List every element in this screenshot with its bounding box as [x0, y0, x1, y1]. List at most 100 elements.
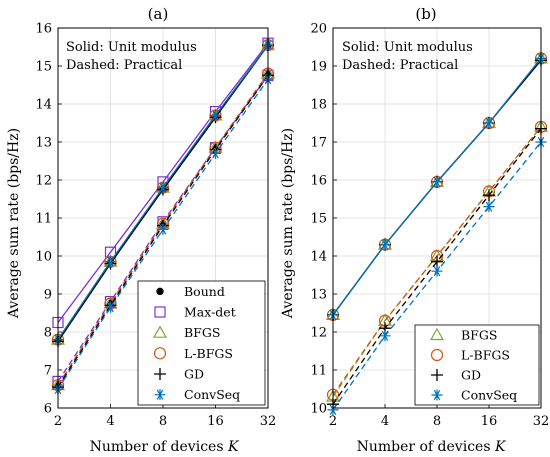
panel-b-x-tick-label: 32	[533, 414, 550, 429]
panel-a-x-tick-label: 2	[54, 414, 62, 429]
legend-label: ConvSeq	[461, 388, 517, 403]
panel-a-y-axis-label: Average sum rate (bps/Hz)	[6, 128, 22, 319]
panel-a-legend-entry: Max-det	[154, 305, 236, 320]
series-line	[332, 128, 542, 405]
panel-a-legend-entry: GD	[154, 367, 204, 382]
panel-a-legend-entry: L-BFGS	[153, 346, 233, 361]
legend-label: GD	[461, 368, 481, 383]
panel-a-legend-entry: Bound	[156, 284, 225, 299]
panel-b-y-axis-label: Average sum rate (bps/Hz)	[280, 128, 296, 319]
panel-a-y-tick-label: 12	[35, 174, 52, 189]
legend-label: L-BFGS	[184, 346, 233, 361]
panel-a-x-tick-label: 32	[260, 414, 277, 429]
series-point-asterisk	[483, 201, 495, 213]
panel-b-y-tick-label: 13	[310, 288, 327, 303]
panel-b-y-tick-label: 10	[310, 402, 327, 417]
legend-label: Bound	[184, 284, 225, 299]
panel-b-legend-entry: BFGS	[429, 327, 497, 343]
series-point-asterisk	[327, 404, 339, 416]
series-point-asterisk	[379, 239, 391, 251]
panel-b-x-axis-label-text: Number of devices	[357, 439, 495, 455]
panel-a-legend-box	[137, 280, 266, 406]
panel-b-annotation-solid: Solid: Unit modulus	[342, 40, 473, 55]
panel-b-y-tick-label: 16	[310, 174, 327, 189]
panel-a-y-tick-label: 16	[35, 22, 52, 37]
legend-label: BFGS	[461, 328, 497, 343]
legend-marker-asterisk	[154, 389, 166, 401]
panel-a-y-tick-label: 9	[44, 288, 52, 303]
panel-a: (a) 2 4 8 16 32 6 7 8 9 10 11 12 13 14 15 16 Number of …	[6, 5, 276, 455]
panel-b-y-tick-label: 11	[310, 364, 327, 379]
series-point-asterisk	[483, 117, 495, 129]
series-point-asterisk	[431, 265, 443, 277]
series-point-asterisk	[105, 301, 116, 313]
panel-a-title: (a)	[148, 5, 169, 23]
series-point-asterisk	[431, 176, 443, 188]
legend-marker-triangle	[152, 325, 168, 338]
panel-b-y-tick-label: 12	[310, 326, 327, 341]
series-point-asterisk	[210, 147, 221, 159]
panel-a-x-tick-label: 16	[207, 414, 224, 429]
panel-a-plot-area	[50, 37, 276, 395]
series-point-asterisk	[379, 330, 391, 342]
panel-b-x-tick-label: 8	[433, 414, 441, 429]
series-point-asterisk	[105, 256, 116, 268]
panel-a-legend: Bound Max-det BFGS L-BFGS GD ConvSeq	[137, 280, 266, 406]
legend-marker-plus	[431, 369, 443, 381]
panel-a-y-tick-label: 13	[35, 136, 52, 151]
panel-b-y-tick-label: 15	[310, 212, 327, 227]
panel-b-legend: BFGS L-BFGS GD ConvSeq	[414, 324, 540, 406]
legend-marker-triangle	[429, 327, 445, 341]
panel-a-y-tick-label: 11	[35, 212, 52, 227]
legend-label: ConvSeq	[184, 387, 240, 402]
panel-a-x-tick-label: 8	[159, 414, 167, 429]
panel-b-y-tick-label: 20	[310, 22, 327, 37]
panel-a-legend-entry: BFGS	[152, 325, 220, 340]
legend-label: BFGS	[184, 325, 220, 340]
legend-marker-plus	[154, 368, 166, 380]
legend-marker-asterisk	[431, 389, 443, 401]
panel-b-y-tick-label: 19	[310, 60, 327, 75]
panel-b-plot-area	[325, 51, 549, 416]
legend-label: L-BFGS	[461, 348, 510, 363]
panel-b: (b) 2 4 8 16 32 10 11 12 13 14 15 16 17 18 19 20 Number…	[280, 5, 549, 455]
panel-a-y-tick-label: 10	[35, 250, 52, 265]
series-point-plus	[483, 189, 495, 202]
panel-a-y-tick-label: 7	[44, 364, 52, 379]
panel-a-tick-labels: 2 4 8 16 32 6 7 8 9 10 11 12 13 14 15 16	[35, 22, 276, 430]
legend-marker-circle	[153, 347, 167, 360]
series-point-asterisk	[210, 109, 221, 121]
legend-marker-dot	[156, 287, 164, 296]
panel-a-x-axis-label: Number of devices K	[90, 439, 240, 455]
series-point-asterisk	[157, 182, 169, 194]
panel-b-y-tick-label: 14	[310, 250, 327, 265]
panel-b-legend-entry: GD	[431, 368, 481, 383]
panel-a-x-axis-label-text: Number of devices	[90, 439, 228, 455]
panel-b-x-axis-label: Number of devices K	[357, 439, 507, 455]
legend-marker-square	[154, 306, 166, 318]
panel-b-x-tick-label: 4	[381, 414, 389, 429]
panel-a-y-tick-label: 15	[35, 60, 52, 75]
panel-b-y-tick-label: 18	[310, 98, 327, 113]
panel-a-x-tick-label: 4	[106, 414, 114, 429]
panel-b-x-tick-label: 2	[329, 414, 337, 429]
panel-a-annotation-dashed: Dashed: Practical	[66, 58, 182, 73]
panel-b-x-tick-label: 16	[481, 414, 498, 429]
panel-a-annotation-solid: Solid: Unit modulus	[66, 40, 197, 55]
panel-a-y-tick-label: 14	[35, 98, 52, 113]
panel-a-y-tick-label: 6	[44, 402, 52, 417]
legend-label: GD	[184, 367, 204, 382]
panel-b-tick-labels: 2 4 8 16 32 10 11 12 13 14 15 16 17 18 19 20	[310, 22, 549, 430]
panel-b-annotation-dashed: Dashed: Practical	[342, 58, 458, 73]
panel-a-legend-entry: ConvSeq	[154, 387, 240, 402]
legend-marker-circle	[430, 348, 444, 362]
panel-b-legend-entry: L-BFGS	[430, 348, 510, 363]
series-point-asterisk	[157, 223, 169, 235]
panel-a-y-tick-label: 8	[44, 326, 52, 341]
panel-b-title: (b)	[415, 5, 436, 23]
legend-label: Max-det	[184, 305, 236, 320]
panel-a-x-axis-symbol: K	[227, 439, 240, 455]
panel-b-x-axis-symbol: K	[494, 439, 507, 455]
panel-b-legend-entry: ConvSeq	[431, 388, 517, 403]
